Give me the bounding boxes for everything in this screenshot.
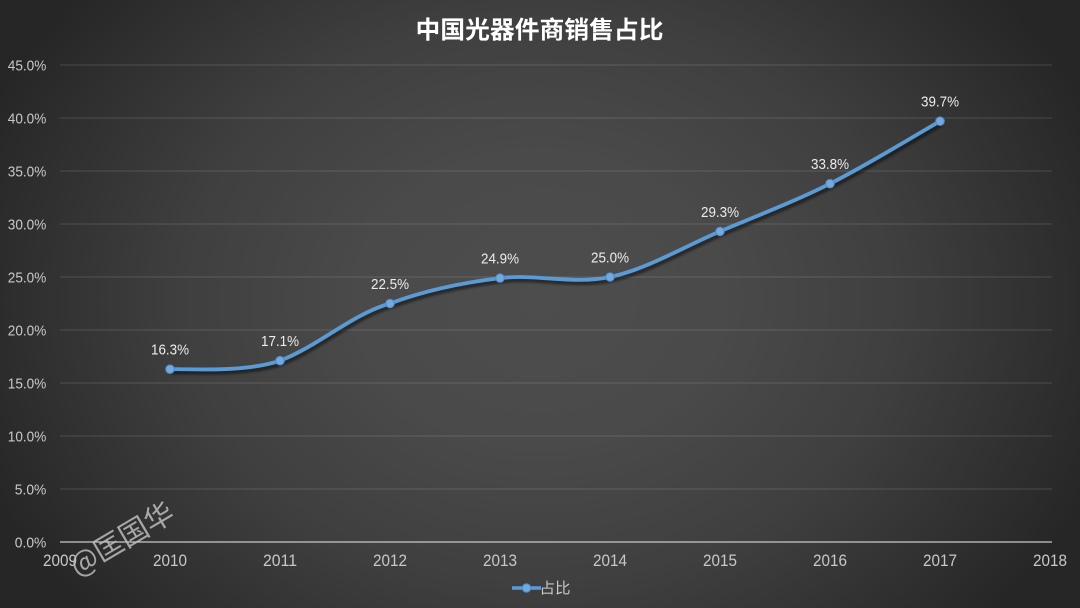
svg-text:2015: 2015 xyxy=(703,552,737,570)
svg-text:22.5%: 22.5% xyxy=(371,276,409,293)
svg-text:2011: 2011 xyxy=(263,552,297,570)
svg-text:2010: 2010 xyxy=(153,552,187,570)
svg-text:33.8%: 33.8% xyxy=(811,156,849,173)
svg-text:2016: 2016 xyxy=(813,552,847,570)
svg-text:15.0%: 15.0% xyxy=(8,376,47,393)
svg-text:2014: 2014 xyxy=(593,552,627,570)
svg-text:40.0%: 40.0% xyxy=(8,111,47,128)
svg-text:29.3%: 29.3% xyxy=(701,204,739,221)
svg-text:16.3%: 16.3% xyxy=(151,342,189,359)
svg-text:2018: 2018 xyxy=(1033,552,1067,570)
svg-text:39.7%: 39.7% xyxy=(921,94,959,111)
svg-text:2013: 2013 xyxy=(483,552,517,570)
svg-text:2017: 2017 xyxy=(923,552,957,570)
svg-text:17.1%: 17.1% xyxy=(261,333,299,350)
svg-text:2009: 2009 xyxy=(43,552,77,570)
svg-text:20.0%: 20.0% xyxy=(8,323,47,340)
svg-text:30.0%: 30.0% xyxy=(8,217,47,234)
svg-text:25.0%: 25.0% xyxy=(591,250,629,267)
svg-text:35.0%: 35.0% xyxy=(8,164,47,181)
svg-text:0.0%: 0.0% xyxy=(15,535,47,552)
svg-text:5.0%: 5.0% xyxy=(15,482,47,499)
svg-text:25.0%: 25.0% xyxy=(8,270,47,287)
svg-text:2012: 2012 xyxy=(373,552,407,570)
svg-text:45.0%: 45.0% xyxy=(8,58,47,75)
svg-text:10.0%: 10.0% xyxy=(8,429,47,446)
svg-text:24.9%: 24.9% xyxy=(481,251,519,268)
